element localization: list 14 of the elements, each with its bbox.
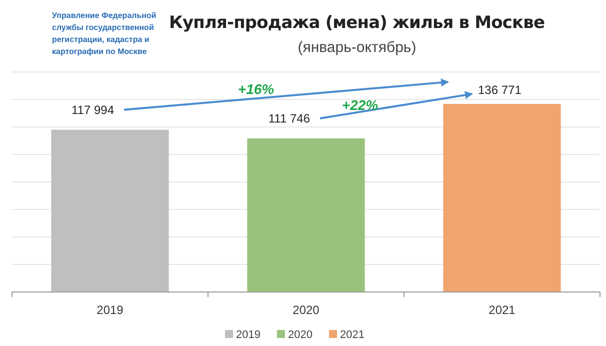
data-label: 136 771 bbox=[478, 82, 522, 97]
data-label: 111 746 bbox=[268, 111, 310, 126]
chart-title: Купля-продажа (мена) жилья в Москве bbox=[169, 13, 545, 33]
chart-subtitle: (январь-октябрь) bbox=[298, 39, 416, 56]
data-label: 117 994 bbox=[72, 102, 114, 117]
text: Управление Федеральной службы государственной регистрации, кадастра и картографии по Москве bbox=[52, 11, 156, 56]
x-tick-label: 2021 bbox=[488, 303, 516, 317]
legend-label: 2020 bbox=[288, 329, 312, 341]
legend-label: 2021 bbox=[340, 329, 364, 341]
x-tick-label: 2019 bbox=[96, 303, 124, 317]
annotation: +22% bbox=[342, 97, 379, 113]
annotation: +16% bbox=[238, 81, 275, 97]
x-tick-label: 2020 bbox=[292, 303, 320, 317]
legend-label: 2019 bbox=[236, 329, 260, 341]
